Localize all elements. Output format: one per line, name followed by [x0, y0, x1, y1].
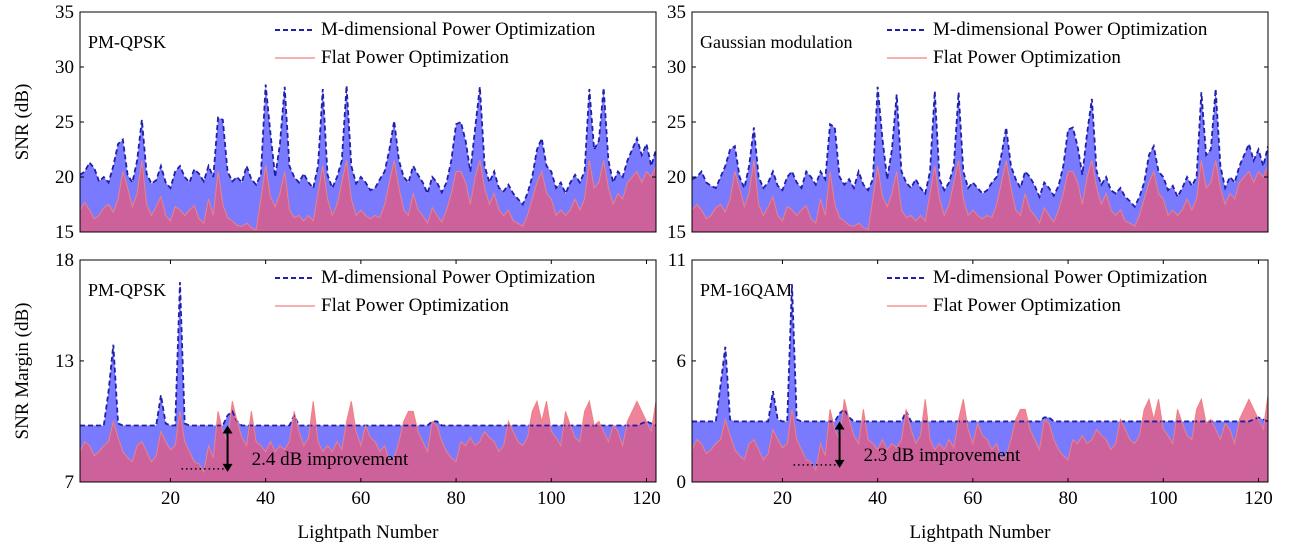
series-line-flat	[692, 395, 1268, 472]
x-tick-label: 120	[632, 488, 661, 509]
y-tick-label: 20	[55, 167, 74, 188]
annotation-label: 2.4 dB improvement	[252, 449, 409, 470]
series-line-flat	[80, 399, 656, 474]
y-tick-label: 11	[668, 250, 686, 271]
annotation-arrow-head-top	[222, 425, 233, 434]
series-area-flat	[692, 160, 1268, 232]
annotation-arrow-head-bottom	[222, 463, 233, 472]
legend-label-m-dimensional: M-dimensional Power Optimization	[321, 267, 596, 288]
panel-label: PM-QPSK	[88, 280, 166, 300]
y-tick-label: 15	[55, 222, 74, 243]
y-tick-label: 7	[65, 472, 75, 493]
y-tick-label: 6	[677, 351, 687, 372]
series-line-m-dimensional	[80, 282, 656, 427]
plot-area	[692, 86, 1268, 232]
y-tick-label: 35	[667, 2, 686, 23]
x-tick-label: 100	[537, 488, 566, 509]
x-tick-label: 80	[447, 488, 466, 509]
panel-p3: 7 13 18 20 40 60 80 100 120 SNR Margin (dB) Lightp…	[12, 250, 661, 543]
y-tick-label: 25	[55, 112, 74, 133]
plot-frame	[691, 259, 1269, 483]
panel-p1: 15 20 25 30 35 SNR (dB) PM-QPSK M-dimensional P…	[12, 2, 657, 243]
legend-label-m-dimensional: M-dimensional Power Optimization	[933, 19, 1208, 40]
annotation-label: 2.3 dB improvement	[864, 445, 1021, 466]
y-tick-label: 13	[55, 351, 74, 372]
x-tick-label: 60	[351, 488, 370, 509]
legend-label-flat: Flat Power Optimization	[321, 47, 509, 68]
panel-label: PM-16QAM	[700, 280, 792, 300]
y-axis-label: SNR (dB)	[12, 84, 33, 161]
y-tick-label: 0	[677, 472, 687, 493]
plot-frame	[79, 259, 657, 483]
annotation-arrow-head-top	[834, 421, 845, 430]
y-tick-label: 35	[55, 2, 74, 23]
series-area-m-dimensional	[80, 84, 656, 232]
plot-area	[80, 84, 656, 232]
y-axis-label: SNR Margin (dB)	[12, 303, 33, 440]
series-line-m-dimensional	[692, 284, 1268, 423]
x-axis-label: Lightpath Number	[298, 522, 440, 543]
series-area-flat	[80, 160, 656, 232]
x-tick-label: 40	[868, 488, 887, 509]
y-tick-label: 20	[667, 167, 686, 188]
panel-p2: 15 20 25 30 35 Gaussian modulation M-dimension…	[667, 2, 1269, 243]
x-tick-label: 100	[1149, 488, 1178, 509]
annotation-arrow-head-bottom	[834, 459, 845, 468]
y-tick-label: 30	[667, 57, 686, 78]
y-tick-label: 18	[55, 250, 74, 271]
legend-label-flat: Flat Power Optimization	[933, 47, 1121, 68]
legend-label-m-dimensional: M-dimensional Power Optimization	[321, 19, 596, 40]
panel-p4: 0 6 11 20 40 60 80 100 120 Lightpath Number PM-16Q…	[668, 250, 1273, 543]
series-line-flat	[692, 160, 1268, 231]
x-tick-label: 20	[773, 488, 792, 509]
legend-label-flat: Flat Power Optimization	[933, 295, 1121, 316]
legend-label-m-dimensional: M-dimensional Power Optimization	[933, 267, 1208, 288]
x-tick-label: 120	[1244, 488, 1273, 509]
x-tick-label: 20	[161, 488, 180, 509]
series-line-m-dimensional	[80, 84, 656, 207]
series-line-m-dimensional	[692, 86, 1268, 209]
x-tick-label: 80	[1059, 488, 1078, 509]
x-tick-label: 60	[963, 488, 982, 509]
series-area-flat	[80, 401, 656, 482]
legend-label-flat: Flat Power Optimization	[321, 295, 509, 316]
x-axis-label: Lightpath Number	[910, 522, 1052, 543]
y-tick-label: 30	[55, 57, 74, 78]
x-tick-label: 40	[256, 488, 275, 509]
y-tick-label: 25	[667, 112, 686, 133]
panel-label: Gaussian modulation	[700, 32, 852, 52]
panel-label: PM-QPSK	[88, 32, 166, 52]
series-line-flat	[80, 160, 656, 231]
y-tick-label: 15	[667, 222, 686, 243]
